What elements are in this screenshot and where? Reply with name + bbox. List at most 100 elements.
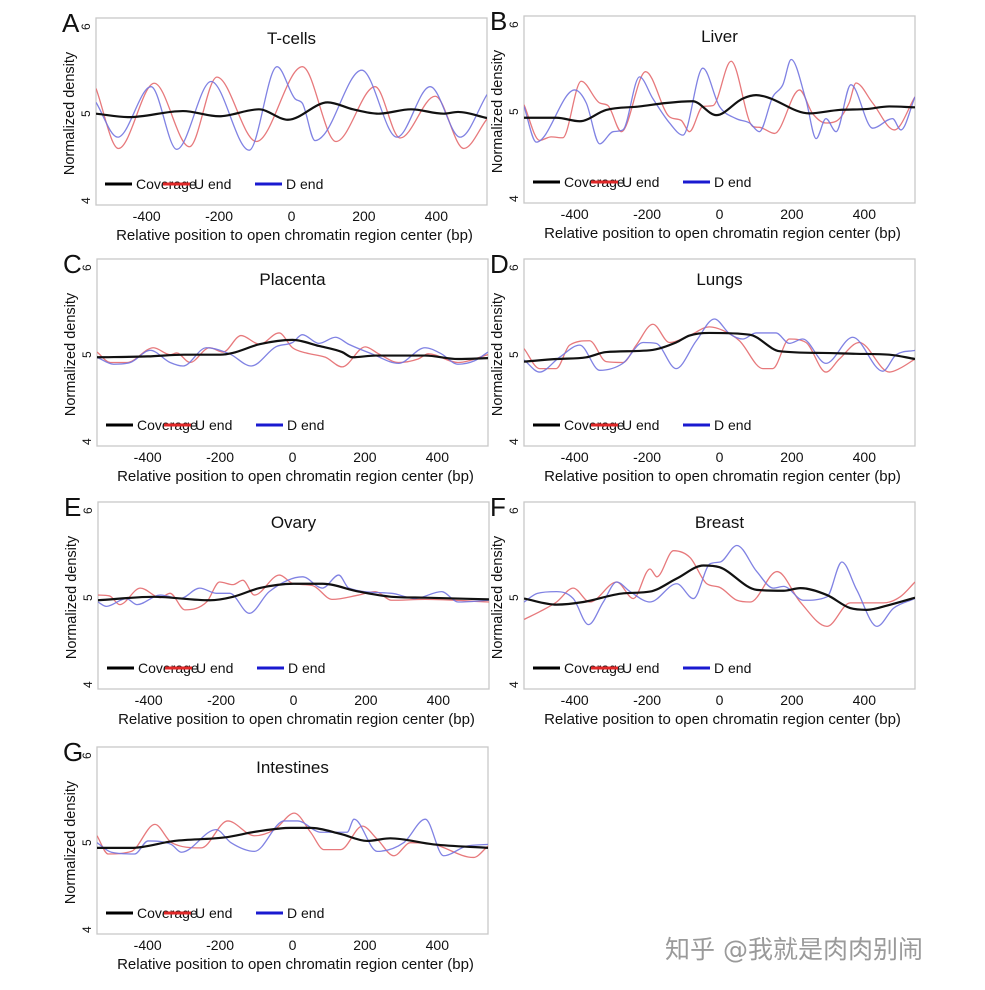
panel-a: A T-cells 4 5 6 Normalized density -400 -200 0 20… (62, 8, 488, 244)
x-tick-label: -400 (561, 206, 589, 222)
legend-label: U end (622, 174, 659, 190)
x-axis-label: Relative position to open chromatin regi… (544, 711, 901, 728)
panel-letter: F (490, 492, 506, 522)
y-tick-label: 6 (80, 752, 94, 759)
x-tick-label: -200 (633, 449, 661, 465)
watermark: 知乎 @我就是肉肉别闹 (665, 935, 923, 964)
y-tick-label: 5 (81, 594, 95, 601)
panel-letter: B (490, 6, 507, 36)
panel-e: E Ovary 4 5 6 Normalized density -400 -200 0 200 4… (64, 492, 490, 728)
legend-label: D end (714, 660, 751, 676)
x-tick-label: 0 (288, 208, 296, 224)
series-line-u-end (524, 323, 915, 373)
panel-f: F Breast 4 5 6 Normalized density -400 -200 0 200… (490, 492, 916, 728)
series-line-d-end (96, 66, 487, 151)
chart-title: Intestines (256, 758, 329, 777)
plot-area (523, 501, 916, 690)
x-axis-label: Relative position to open chromatin regi… (118, 711, 475, 728)
x-tick-label: 0 (716, 449, 724, 465)
y-tick-label: 6 (80, 264, 94, 271)
x-tick-label: 200 (353, 937, 377, 953)
x-tick-label: 400 (853, 206, 877, 222)
chart-title: Lungs (696, 270, 742, 289)
x-tick-label: 400 (853, 449, 877, 465)
y-axis-label: Normalized density (490, 49, 506, 173)
panel-letter: E (64, 492, 81, 522)
x-tick-label: -400 (134, 937, 162, 953)
legend-label: D end (287, 905, 324, 921)
x-tick-label: 200 (780, 449, 804, 465)
panel-c: C Placenta 4 5 6 Normalized density -400 -200 0 2… (63, 249, 489, 485)
y-tick-label: 4 (80, 438, 94, 445)
panel-letter: C (63, 249, 82, 279)
legend-label: D end (286, 176, 323, 192)
panel-letter: G (63, 737, 83, 767)
plot-area (523, 258, 916, 447)
chart-title: Placenta (259, 270, 326, 289)
panel-letter: D (490, 249, 509, 279)
x-tick-label: 200 (780, 206, 804, 222)
panel-d: D Lungs 4 5 6 Normalized density -400 -200 0 200 4… (490, 249, 916, 485)
series-line-d-end (524, 58, 915, 145)
x-tick-label: 400 (853, 692, 877, 708)
y-axis-label: Normalized density (63, 292, 79, 416)
legend-label: U end (622, 660, 659, 676)
y-tick-label: 6 (79, 23, 93, 30)
y-tick-label: 5 (80, 351, 94, 358)
y-tick-label: 5 (507, 351, 521, 358)
x-axis-label: Relative position to open chromatin regi… (544, 468, 901, 485)
series-line-d-end (524, 544, 915, 628)
chart-title: Breast (695, 513, 744, 532)
x-axis-label: Relative position to open chromatin regi… (544, 225, 901, 242)
x-tick-label: 0 (290, 692, 298, 708)
x-tick-label: -400 (561, 449, 589, 465)
panel-g: G Intestines 4 5 6 Normalized density -400 -200… (63, 737, 489, 973)
legend-label: U end (194, 176, 231, 192)
legend-label: U end (195, 905, 232, 921)
y-tick-label: 5 (80, 839, 94, 846)
series-line-u-end (524, 60, 915, 142)
y-tick-label: 6 (81, 507, 95, 514)
x-tick-label: 400 (426, 449, 450, 465)
chart-title: Liver (701, 27, 738, 46)
x-tick-label: 0 (289, 449, 297, 465)
y-tick-label: 6 (507, 507, 521, 514)
x-axis-label: Relative position to open chromatin regi… (116, 227, 473, 244)
legend-label: U end (196, 660, 233, 676)
legend-label: D end (714, 174, 751, 190)
x-tick-label: 400 (425, 208, 449, 224)
legend-label: D end (714, 417, 751, 433)
x-tick-label: 400 (427, 692, 451, 708)
legend-label: D end (288, 660, 325, 676)
x-tick-label: -200 (206, 449, 234, 465)
y-tick-label: 4 (81, 681, 95, 688)
y-tick-label: 6 (507, 264, 521, 271)
series-line-u-end (96, 66, 487, 150)
series-line-u-end (97, 812, 488, 859)
x-tick-label: -200 (205, 208, 233, 224)
y-tick-label: 4 (507, 438, 521, 445)
legend-label: U end (622, 417, 659, 433)
x-tick-label: 0 (289, 937, 297, 953)
y-tick-label: 6 (507, 21, 521, 28)
legend-label: U end (195, 417, 232, 433)
panel-b: B Liver 4 5 6 Normalized density -400 -200 0 200 4… (490, 6, 916, 242)
series-line-coverage (97, 826, 488, 849)
x-tick-label: -400 (561, 692, 589, 708)
y-axis-label: Normalized density (490, 535, 506, 659)
panel-letter: A (62, 8, 80, 38)
y-tick-label: 5 (507, 108, 521, 115)
x-tick-label: -200 (633, 206, 661, 222)
y-axis-label: Normalized density (64, 535, 80, 659)
x-tick-label: 200 (780, 692, 804, 708)
series-line-d-end (524, 318, 915, 373)
y-tick-label: 5 (79, 110, 93, 117)
x-tick-label: 200 (352, 208, 376, 224)
series-line-coverage (524, 331, 915, 363)
